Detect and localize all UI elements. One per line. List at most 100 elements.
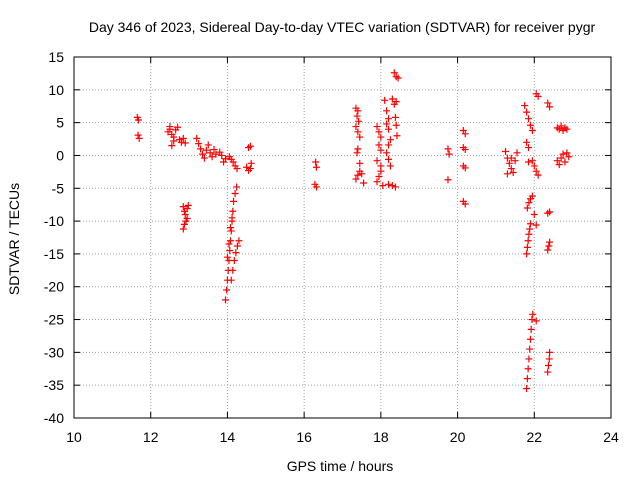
data-point bbox=[528, 127, 536, 135]
data-point bbox=[444, 176, 452, 184]
data-point bbox=[246, 165, 254, 173]
data-point bbox=[526, 335, 534, 343]
data-point bbox=[352, 123, 360, 131]
data-point bbox=[230, 256, 238, 264]
data-point bbox=[197, 145, 205, 153]
data-point bbox=[377, 167, 385, 175]
data-points bbox=[133, 69, 573, 392]
axis-ticks bbox=[73, 56, 612, 419]
data-point bbox=[312, 183, 320, 191]
data-point bbox=[354, 107, 362, 115]
y-tick-label: 10 bbox=[48, 82, 64, 98]
data-point bbox=[546, 238, 554, 246]
data-point bbox=[385, 180, 393, 188]
data-point bbox=[505, 159, 513, 167]
data-point bbox=[354, 128, 362, 136]
data-point bbox=[222, 155, 230, 163]
data-point bbox=[561, 158, 569, 166]
data-point bbox=[229, 158, 237, 166]
data-point bbox=[544, 361, 552, 369]
data-point bbox=[177, 138, 185, 146]
chart-title: Day 346 of 2023, Sidereal Day-to-day VTE… bbox=[89, 19, 596, 35]
y-tick-label: -15 bbox=[44, 246, 64, 262]
data-point bbox=[170, 137, 178, 145]
y-tick-label: -25 bbox=[44, 312, 64, 328]
data-point bbox=[555, 161, 563, 169]
data-point bbox=[511, 157, 519, 165]
data-point bbox=[525, 230, 533, 238]
data-point bbox=[391, 183, 399, 191]
data-point bbox=[134, 116, 142, 124]
data-point bbox=[526, 225, 534, 233]
data-point bbox=[183, 205, 191, 213]
y-tick-label: -30 bbox=[44, 344, 64, 360]
data-point bbox=[226, 237, 234, 245]
data-point bbox=[210, 146, 218, 154]
data-point bbox=[544, 368, 552, 376]
grid-lines bbox=[74, 57, 611, 418]
data-point bbox=[461, 200, 469, 208]
data-point bbox=[375, 128, 383, 136]
data-point bbox=[544, 246, 552, 254]
x-tick-label: 14 bbox=[220, 429, 236, 445]
data-point bbox=[353, 149, 361, 157]
data-point bbox=[388, 182, 396, 190]
x-tick-label: 18 bbox=[373, 429, 389, 445]
data-point bbox=[246, 142, 254, 150]
data-point bbox=[373, 157, 381, 165]
data-point bbox=[184, 201, 192, 209]
data-point bbox=[507, 154, 515, 162]
x-axis-label: GPS time / hours bbox=[287, 458, 394, 474]
data-point bbox=[231, 190, 239, 198]
data-point bbox=[528, 192, 536, 200]
data-point bbox=[312, 163, 320, 171]
data-point bbox=[353, 112, 361, 120]
data-point bbox=[523, 138, 531, 146]
data-point bbox=[179, 203, 187, 211]
data-point bbox=[354, 145, 362, 153]
data-point bbox=[352, 175, 360, 183]
data-point bbox=[135, 134, 143, 142]
data-point bbox=[179, 225, 187, 233]
x-tick-labels: 10 12 14 16 18 20 22 24 bbox=[66, 429, 619, 445]
data-point bbox=[563, 149, 571, 157]
x-tick-label: 10 bbox=[66, 429, 82, 445]
data-point bbox=[179, 134, 187, 142]
data-point bbox=[524, 365, 532, 373]
data-point bbox=[247, 159, 255, 167]
data-point bbox=[181, 139, 189, 147]
y-axis-label: SDTVAR / TECUs bbox=[6, 183, 22, 295]
x-tick-label: 16 bbox=[296, 429, 312, 445]
data-point bbox=[168, 142, 176, 150]
data-point bbox=[526, 220, 534, 228]
data-point bbox=[527, 325, 535, 333]
data-point bbox=[198, 150, 206, 158]
data-point bbox=[559, 150, 567, 158]
data-point bbox=[383, 149, 391, 157]
data-point bbox=[383, 120, 391, 128]
data-point bbox=[204, 141, 212, 149]
data-point bbox=[523, 375, 531, 383]
data-point bbox=[381, 96, 389, 104]
y-tick-label: -40 bbox=[44, 410, 64, 426]
data-point bbox=[225, 240, 233, 248]
x-tick-label: 22 bbox=[526, 429, 542, 445]
data-point bbox=[565, 153, 573, 161]
data-point bbox=[545, 355, 553, 363]
y-tick-label: -5 bbox=[52, 180, 65, 196]
data-point bbox=[375, 172, 383, 180]
data-point bbox=[373, 123, 381, 131]
data-point bbox=[227, 276, 235, 284]
data-point bbox=[229, 207, 237, 215]
data-point bbox=[529, 310, 537, 318]
y-tick-label: 15 bbox=[48, 49, 64, 65]
data-point bbox=[166, 123, 174, 131]
data-point bbox=[223, 253, 231, 261]
data-point bbox=[195, 140, 203, 148]
y-tick-label: -35 bbox=[44, 377, 64, 393]
y-tick-label: 0 bbox=[56, 147, 64, 163]
data-point bbox=[229, 266, 237, 274]
data-point bbox=[545, 242, 553, 250]
data-point bbox=[373, 178, 381, 186]
data-point bbox=[206, 149, 214, 157]
